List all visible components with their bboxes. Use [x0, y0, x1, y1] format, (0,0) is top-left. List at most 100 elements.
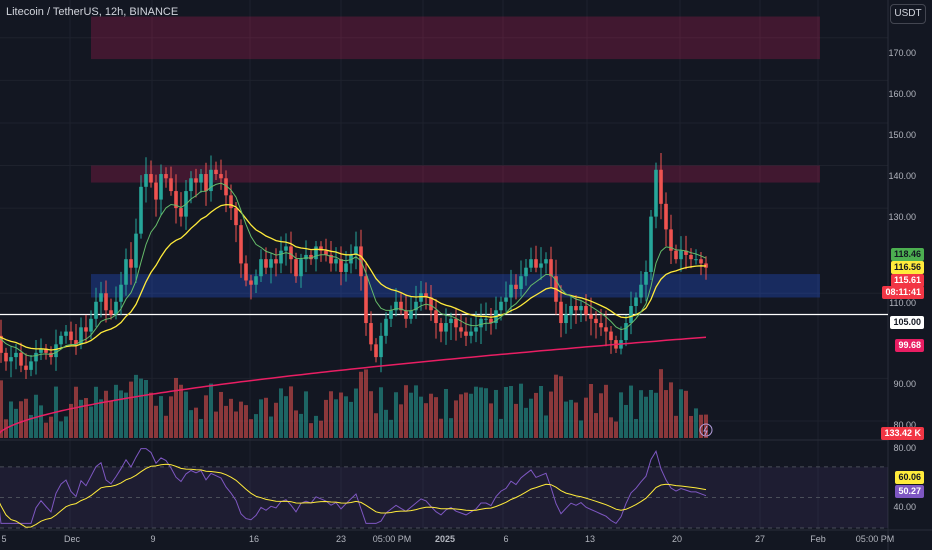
volume-bar	[544, 415, 548, 438]
volume-bar	[269, 416, 273, 438]
volume-bar	[144, 379, 148, 438]
volume-bar	[384, 409, 388, 438]
volume-bar	[29, 414, 33, 438]
candle	[94, 301, 98, 319]
volume-bar	[94, 386, 98, 438]
volume-bar	[0, 380, 3, 438]
candle	[344, 263, 348, 272]
volume-bar	[464, 392, 468, 438]
candle	[74, 340, 78, 345]
price-tick: 110.00	[889, 298, 916, 308]
volume-bar	[364, 369, 368, 438]
candle	[109, 310, 113, 315]
volume-bar	[419, 396, 423, 438]
volume-bar	[404, 385, 408, 438]
candle	[684, 250, 688, 255]
candle	[334, 259, 338, 264]
time-tick: 23	[335, 534, 347, 544]
currency-button[interactable]: USDT	[890, 4, 926, 24]
candle	[674, 250, 678, 260]
candle	[594, 318, 598, 324]
time-tick: 20	[671, 534, 683, 544]
candle	[384, 318, 388, 336]
candle	[4, 352, 8, 362]
volume-bar	[264, 397, 268, 438]
volume-bar	[99, 399, 103, 438]
candle	[284, 246, 288, 251]
ema-lines	[0, 182, 707, 434]
volume-bar	[679, 389, 683, 438]
rsi-tick: 40.00	[893, 502, 916, 512]
volume-bar	[24, 398, 28, 438]
candle	[589, 314, 593, 319]
price-tick: 90.00	[893, 379, 916, 389]
candle	[434, 310, 438, 324]
candle	[89, 318, 93, 332]
candle	[604, 327, 608, 332]
volume-bar	[39, 405, 43, 438]
candle	[39, 348, 43, 353]
candle	[229, 195, 233, 209]
volume-bar	[334, 399, 338, 438]
countdown-badge: 08:11:41	[882, 286, 924, 299]
candle	[179, 208, 183, 217]
candle	[479, 318, 483, 328]
candle	[339, 259, 343, 272]
time-tick: 27	[754, 534, 766, 544]
volume-bar	[344, 396, 348, 438]
volume-bar	[69, 403, 73, 438]
volume-bar	[34, 394, 38, 438]
volume-bar	[634, 418, 638, 438]
volume-bar	[529, 398, 533, 438]
candle	[169, 178, 173, 192]
volume-bar	[399, 404, 403, 438]
volume-bar	[194, 407, 198, 438]
volume-bar	[629, 385, 633, 438]
volume-bar	[599, 393, 603, 438]
candle	[24, 365, 28, 370]
volume-bar	[199, 418, 203, 438]
volume-bar	[424, 403, 428, 438]
candle	[224, 178, 228, 196]
candle	[509, 284, 513, 298]
candle	[154, 182, 158, 200]
candle	[189, 178, 193, 192]
candle	[104, 293, 108, 311]
volume-bar	[179, 384, 183, 438]
candle	[139, 186, 143, 234]
volume-bar	[19, 401, 23, 438]
candle	[374, 344, 378, 358]
volume-bar	[594, 413, 598, 438]
candle	[124, 259, 128, 285]
candle	[559, 301, 563, 324]
volume-bar	[664, 390, 668, 438]
zones	[0, 16, 888, 316]
support-zone	[91, 274, 820, 298]
candle	[364, 276, 368, 324]
volume-bar	[654, 392, 658, 438]
candle	[439, 323, 443, 332]
candle	[0, 335, 3, 353]
volume-bar	[669, 382, 673, 438]
time-tick: 16	[248, 534, 260, 544]
candle	[304, 254, 308, 260]
candle	[519, 276, 523, 289]
candle	[499, 301, 503, 311]
candle	[84, 327, 88, 332]
candle	[629, 306, 633, 324]
volume-bar	[349, 401, 353, 438]
candle	[504, 297, 508, 302]
candle	[69, 331, 73, 341]
volume-bar	[139, 378, 143, 438]
volume-bar	[244, 405, 248, 438]
volume-bar	[229, 398, 233, 438]
time-tick: 2025	[434, 534, 456, 544]
candle	[574, 306, 578, 311]
candle	[679, 250, 683, 260]
candle	[644, 271, 648, 285]
candle	[244, 263, 248, 281]
candle	[634, 297, 638, 307]
candle	[9, 357, 13, 362]
volume-bar	[279, 388, 283, 438]
